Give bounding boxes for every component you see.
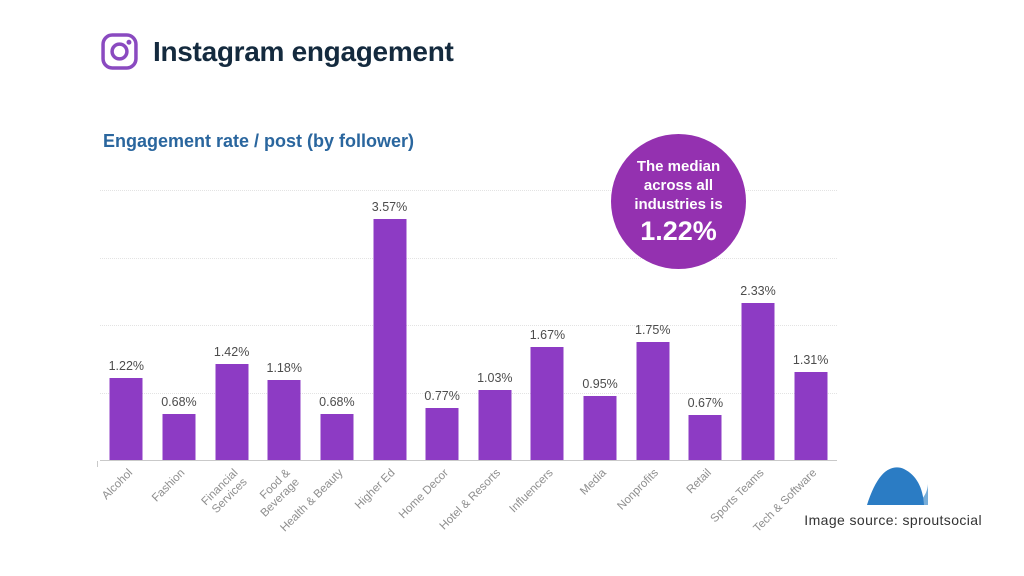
bar	[636, 341, 670, 460]
bar-slot: 1.42% Financial Services	[199, 190, 258, 516]
bar-value-label: 1.75%	[634, 322, 671, 337]
bar-chart: 1.22% Alcohol 0.68% Fashion 1.42% Financial S…	[97, 190, 837, 535]
bar	[583, 395, 617, 460]
category-label: Nonprofits	[615, 467, 662, 513]
bar	[109, 377, 143, 460]
bar	[267, 380, 301, 460]
bar	[320, 414, 354, 460]
gridline-3pct	[100, 257, 837, 259]
gridline-4pct	[100, 190, 837, 191]
bar-slot: 0.77% Home Decor	[397, 190, 469, 521]
bar	[373, 219, 407, 460]
bar	[688, 414, 722, 460]
category-label: Fashion	[150, 467, 188, 505]
bar	[215, 364, 249, 460]
bar-slot: 1.22% Alcohol	[100, 190, 153, 503]
bars: 1.22% Alcohol 0.68% Fashion 1.42% Financial S…	[100, 190, 837, 535]
bar-slot: 1.03% Hotel & Resorts	[438, 190, 521, 532]
header: Instagram engagement	[101, 33, 454, 70]
sproutsocial-logo	[867, 467, 928, 505]
bar-value-label: 0.95%	[582, 376, 618, 391]
bar-slot: 0.67% Retail	[679, 190, 732, 496]
bar-slot: 1.67% Influencers	[508, 190, 574, 515]
bar-value-label: 0.68%	[319, 395, 355, 410]
bar-value-label: 0.67%	[687, 395, 724, 410]
bar-value-label: 1.18%	[266, 361, 302, 376]
bar-slot: 0.68% Health & Beauty	[278, 190, 364, 534]
gridline-2pct	[100, 325, 837, 326]
median-badge-line1: The median	[636, 157, 721, 175]
category-label: Sports Teams	[708, 467, 767, 526]
category-label: Higher Ed	[353, 467, 399, 512]
bar-slot: 0.68% Fashion	[150, 190, 206, 504]
bar-value-label: 1.67%	[529, 328, 566, 343]
bar-value-label: 2.33%	[740, 283, 776, 298]
category-label: Financial Services	[199, 467, 250, 516]
category-label: Influencers	[507, 467, 556, 516]
x-axis-tick	[97, 461, 98, 467]
category-label: Media	[577, 467, 609, 498]
bar-value-label: 1.03%	[477, 371, 513, 386]
bar-value-label: 1.31%	[792, 352, 829, 367]
x-axis-line	[100, 460, 837, 461]
category-label: Alcohol	[99, 467, 135, 503]
category-label: Home Decor	[396, 467, 451, 522]
instagram-icon	[101, 33, 138, 70]
bar-slot: 2.33% Sports Teams	[708, 190, 785, 525]
bar-value-label: 3.57%	[371, 200, 408, 215]
bar	[425, 408, 459, 460]
bar-value-label: 1.22%	[108, 358, 145, 373]
bar	[741, 302, 775, 460]
chart-subtitle: Engagement rate / post (by follower)	[103, 131, 415, 151]
median-badge-value: 1.22%	[640, 215, 717, 246]
bar	[794, 371, 828, 460]
bar	[162, 414, 196, 460]
bar-slot: 0.95% Media	[574, 190, 627, 498]
gridline-1pct	[100, 392, 837, 394]
bar-slot: 1.31% Tech & Software	[751, 190, 837, 535]
bar-slot: 3.57% Higher Ed	[353, 190, 416, 512]
image-source-caption: Image source: sproutsocial	[804, 512, 982, 528]
bar-value-label: 1.42%	[213, 345, 250, 360]
bar	[478, 390, 512, 460]
median-badge: The median across all industries is 1.22…	[611, 134, 746, 269]
median-badge-line3: industries is	[634, 195, 723, 213]
page-title: Instagram engagement	[153, 35, 454, 67]
bar	[530, 347, 564, 460]
bar-value-label: 0.68%	[161, 395, 197, 410]
category-label: Retail	[684, 467, 714, 497]
median-badge-line2: across all	[643, 176, 714, 194]
bar-slot: 1.75% Nonprofits	[616, 190, 679, 513]
bar-value-label: 0.77%	[424, 389, 460, 404]
bar-slot: 1.18% Food & Beverage	[258, 190, 311, 519]
